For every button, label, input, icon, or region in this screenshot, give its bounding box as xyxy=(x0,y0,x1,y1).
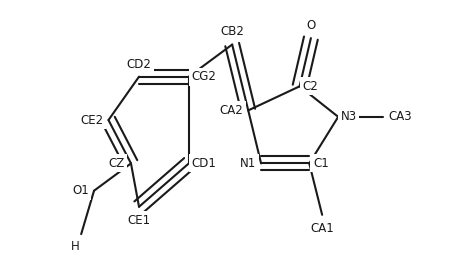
Text: CB2: CB2 xyxy=(220,25,244,38)
Text: CD2: CD2 xyxy=(127,58,152,71)
Text: O: O xyxy=(306,19,316,32)
Text: C1: C1 xyxy=(313,157,329,170)
Text: O1: O1 xyxy=(72,184,89,197)
Text: N1: N1 xyxy=(240,157,256,170)
Text: CZ: CZ xyxy=(109,157,125,170)
Text: CE2: CE2 xyxy=(81,114,104,126)
Text: H: H xyxy=(71,240,80,253)
Text: CG2: CG2 xyxy=(192,70,217,83)
Text: CA1: CA1 xyxy=(310,222,334,235)
Text: C2: C2 xyxy=(303,80,319,93)
Text: CA2: CA2 xyxy=(219,104,244,117)
Text: CD1: CD1 xyxy=(192,157,217,170)
Text: CE1: CE1 xyxy=(128,214,151,227)
Text: CA3: CA3 xyxy=(388,110,412,123)
Text: N3: N3 xyxy=(340,110,356,123)
